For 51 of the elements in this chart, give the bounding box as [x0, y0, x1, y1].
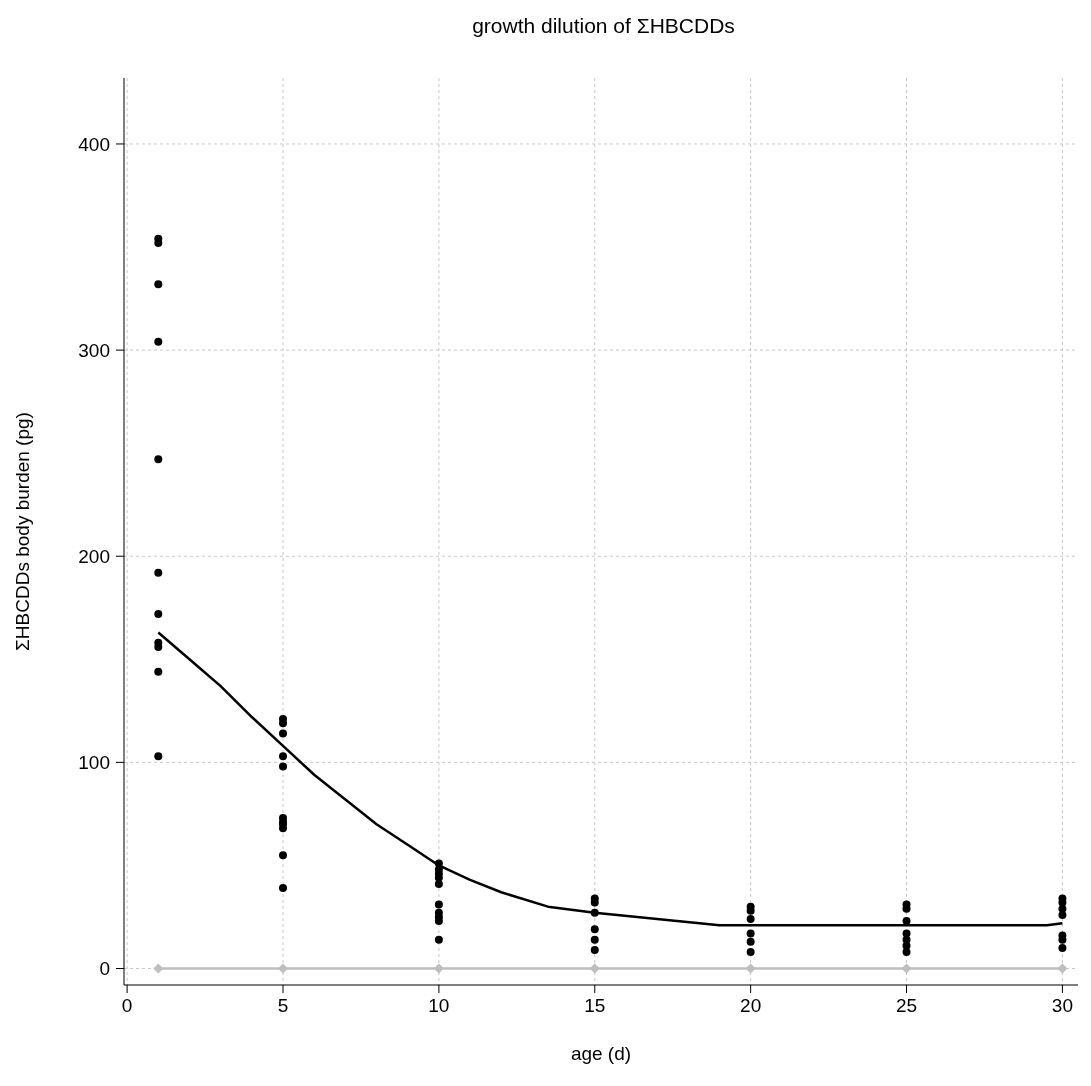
x-axis-title: age (d) [570, 1043, 632, 1064]
point [154, 667, 163, 676]
x-tick-label: 0 [121, 995, 133, 1017]
point [154, 568, 163, 577]
point [279, 762, 287, 771]
x-tick-label: 30 [1051, 995, 1073, 1017]
point [434, 859, 443, 868]
y-tick-label: 400 [78, 133, 110, 155]
point [590, 935, 599, 944]
point [434, 879, 443, 888]
point [902, 948, 911, 957]
line-series [157, 631, 1064, 927]
point [279, 752, 287, 761]
point [434, 900, 443, 909]
y-tick-label: 100 [78, 752, 110, 774]
point [154, 609, 163, 618]
point [279, 824, 287, 833]
point [154, 455, 163, 464]
point [278, 963, 288, 974]
y-tick-label: 200 [78, 545, 110, 567]
point [434, 935, 443, 944]
point [154, 337, 163, 346]
point [746, 929, 755, 938]
point [746, 948, 755, 957]
x-tick-label: 20 [740, 995, 762, 1017]
x-tick-label: 10 [428, 995, 450, 1017]
point [1058, 910, 1067, 919]
chart-title: growth dilution of ΣHBCDDs [471, 14, 736, 38]
y-tick-label: 0 [99, 958, 110, 980]
point [590, 908, 599, 917]
x-tick-label: 25 [895, 995, 918, 1017]
y-tick-label: 300 [78, 339, 110, 361]
point [746, 915, 755, 924]
point [279, 719, 287, 728]
point [1058, 943, 1067, 952]
point [901, 963, 912, 974]
point [154, 752, 163, 761]
point [279, 884, 287, 893]
point [746, 937, 755, 946]
point [590, 945, 599, 954]
point [590, 925, 599, 934]
point [1057, 963, 1068, 974]
point [153, 963, 164, 974]
point [279, 851, 287, 860]
y-axis-title: ΣHBCDDs body burden (pg) [11, 412, 33, 651]
point [279, 729, 287, 738]
point [434, 917, 443, 926]
point [154, 280, 163, 289]
x-tick-label: 15 [584, 995, 606, 1017]
x-tick-label: 5 [277, 995, 289, 1017]
point [745, 963, 756, 974]
